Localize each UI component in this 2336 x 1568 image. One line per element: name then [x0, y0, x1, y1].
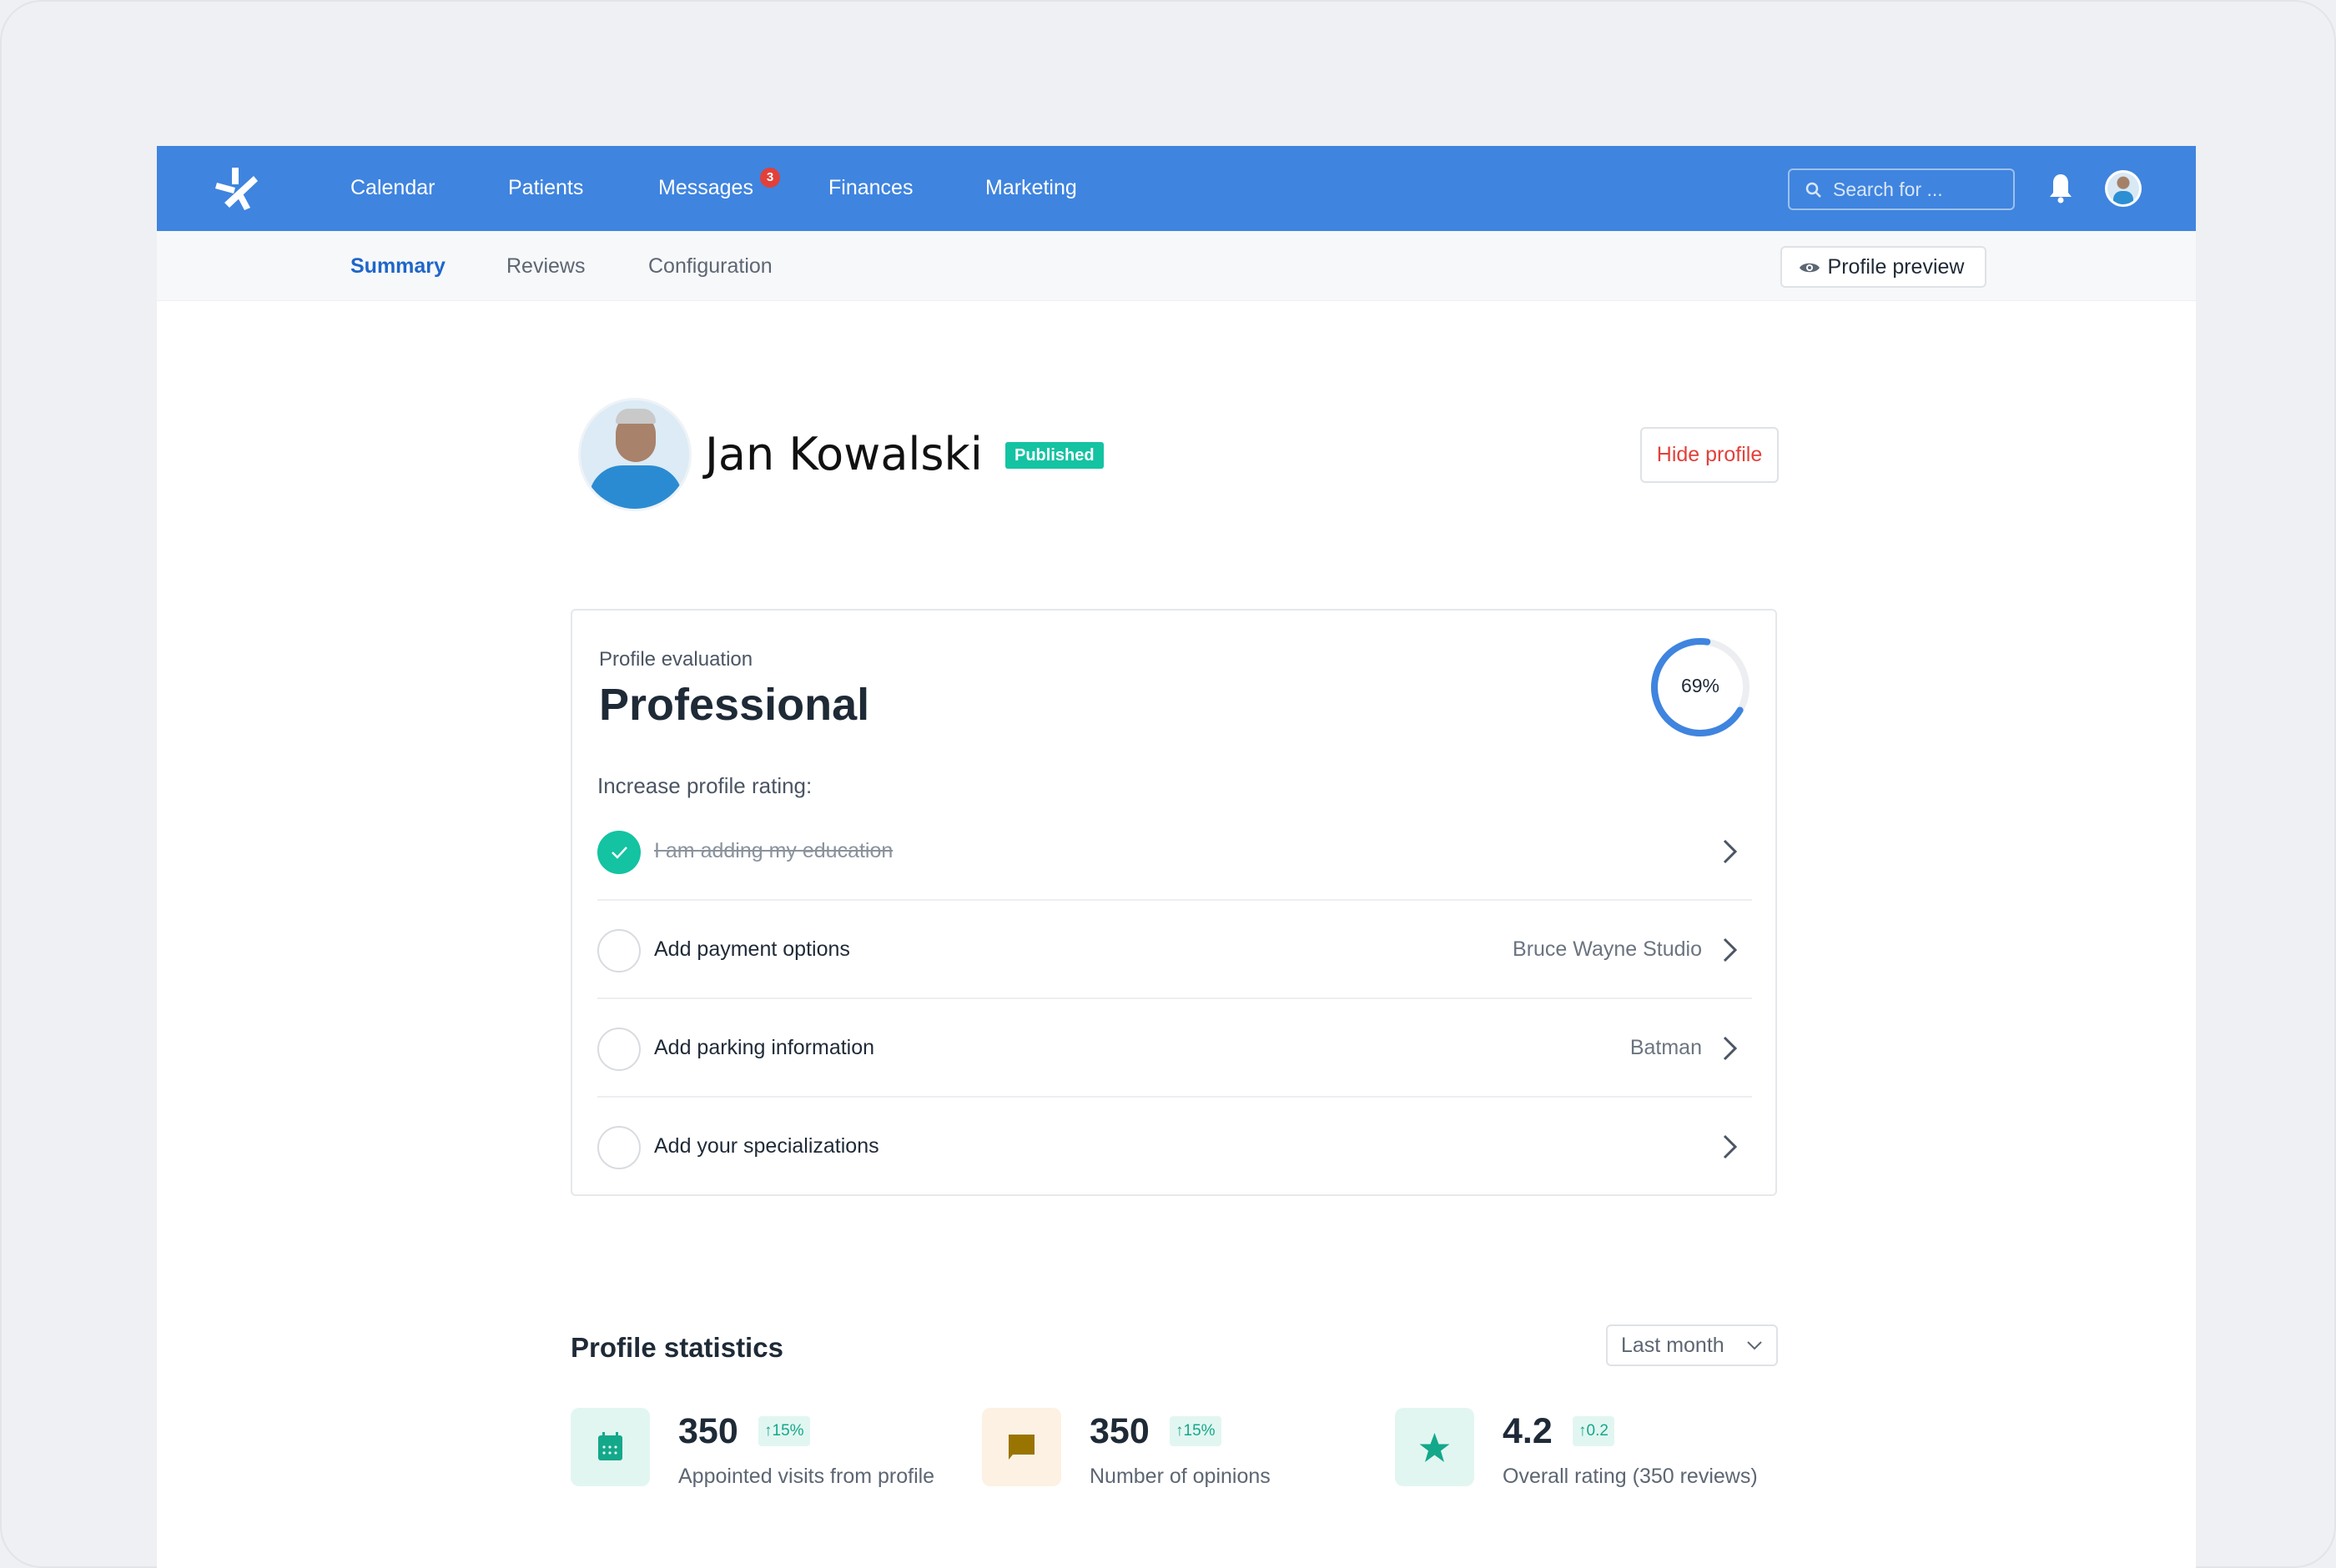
unchecked-circle-icon[interactable] [597, 929, 641, 972]
stat-label: Number of opinions [1090, 1465, 1271, 1488]
logo-icon[interactable] [212, 164, 262, 214]
user-avatar[interactable] [2105, 170, 2142, 207]
profile-avatar [578, 398, 692, 511]
bell-icon[interactable] [2047, 173, 2075, 204]
profile-preview-label: Profile preview [1827, 255, 1965, 279]
stat-value: 350 [1090, 1411, 1150, 1451]
unchecked-circle-icon[interactable] [597, 1028, 641, 1071]
stat-label: Overall rating (350 reviews) [1503, 1465, 1758, 1488]
chevron-right-icon[interactable] [1715, 1133, 1744, 1161]
progress-percent: 69% [1680, 675, 1720, 696]
stat-delta: ↑15% [758, 1416, 810, 1446]
statistics-title: Profile statistics [571, 1332, 783, 1363]
stat-value: 350 [678, 1411, 738, 1451]
check-icon[interactable] [597, 831, 641, 874]
task-row-specializations[interactable]: Add your specializations [597, 1098, 1752, 1196]
hide-profile-button[interactable]: Hide profile [1640, 427, 1779, 483]
stat-value: 4.2 [1503, 1411, 1553, 1451]
tab-configuration[interactable]: Configuration [648, 254, 773, 278]
progress-ring: 69% [1649, 636, 1752, 739]
task-detail: Batman [1629, 1036, 1702, 1059]
task-list: I am adding my education Add payment opt… [572, 802, 1779, 1198]
top-nav: Calendar Patients Messages 3 Finances Ma… [157, 146, 2196, 231]
nav-patients[interactable]: Patients [508, 176, 584, 199]
unchecked-circle-icon[interactable] [597, 1126, 641, 1169]
task-detail: Bruce Wayne Studio [1513, 937, 1702, 961]
period-dropdown[interactable]: Last month [1606, 1324, 1778, 1366]
stat-delta-value: 0.2 [1586, 1422, 1609, 1440]
search-icon [1805, 182, 1821, 198]
eye-icon [1800, 263, 1820, 273]
task-row-parking[interactable]: Add parking information Batman [597, 999, 1752, 1098]
evaluation-caption: Profile evaluation [599, 648, 753, 671]
profile-evaluation-card: Profile evaluation Professional 69% Incr… [571, 609, 1777, 1196]
profile-name: Jan Kowalski [705, 428, 983, 480]
star-icon [1395, 1408, 1474, 1486]
published-badge: Published [1005, 442, 1104, 469]
rating-prompt: Increase profile rating: [597, 773, 813, 798]
evaluation-level: Professional [599, 680, 870, 730]
nav-finances[interactable]: Finances [828, 176, 914, 199]
stat-delta-value: 15% [1183, 1422, 1216, 1440]
stat-delta: ↑15% [1170, 1416, 1221, 1446]
period-value: Last month [1621, 1334, 1724, 1357]
profile-preview-button[interactable]: Profile preview [1780, 246, 1986, 288]
tab-summary[interactable]: Summary [350, 254, 446, 278]
nav-messages[interactable]: Messages [658, 176, 753, 199]
chevron-right-icon[interactable] [1715, 1034, 1744, 1063]
task-row-education[interactable]: I am adding my education [597, 802, 1752, 901]
stat-label: Appointed visits from profile [678, 1465, 935, 1488]
task-label: Add payment options [654, 937, 850, 961]
chevron-right-icon[interactable] [1715, 837, 1744, 866]
messages-badge: 3 [760, 168, 780, 188]
chevron-down-icon [1747, 1341, 1762, 1350]
search-input[interactable]: Search for ... [1788, 168, 2015, 210]
task-label: Add your specializations [654, 1134, 879, 1158]
stat-delta: ↑0.2 [1573, 1416, 1614, 1446]
app: Calendar Patients Messages 3 Finances Ma… [157, 146, 2196, 1568]
tab-reviews[interactable]: Reviews [506, 254, 586, 278]
task-label: I am adding my education [654, 839, 894, 862]
nav-calendar[interactable]: Calendar [350, 176, 435, 199]
sub-nav: Summary Reviews Configuration Profile pr… [157, 231, 2196, 301]
chat-icon [982, 1408, 1061, 1486]
task-row-payment[interactable]: Add payment options Bruce Wayne Studio [597, 901, 1752, 999]
task-label: Add parking information [654, 1036, 875, 1059]
stat-delta-value: 15% [772, 1422, 804, 1440]
search-placeholder: Search for ... [1833, 178, 1943, 200]
calendar-icon [571, 1408, 650, 1486]
chevron-right-icon[interactable] [1715, 936, 1744, 964]
nav-marketing[interactable]: Marketing [985, 176, 1077, 199]
